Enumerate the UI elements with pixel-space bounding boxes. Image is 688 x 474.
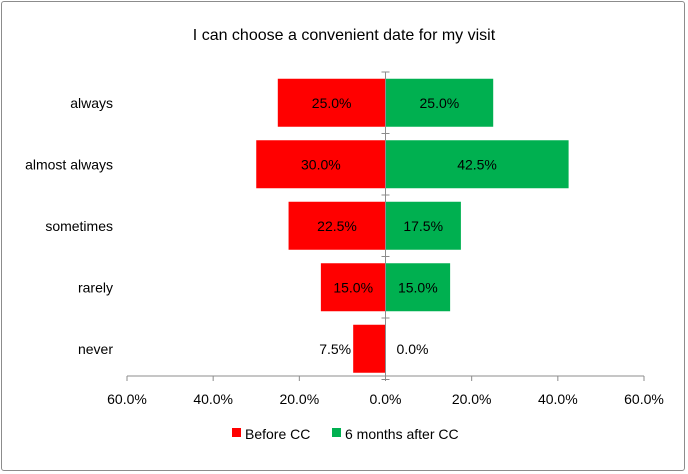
data-label-before-cc: 25.0% bbox=[312, 95, 352, 111]
bar-6-months-after-cc bbox=[385, 140, 569, 189]
data-label-6-months-after-cc: 17.5% bbox=[403, 218, 443, 234]
category-label: sometimes bbox=[45, 218, 113, 234]
data-label-6-months-after-cc: 25.0% bbox=[420, 95, 460, 111]
data-label-before-cc: 30.0% bbox=[301, 156, 341, 172]
data-label-6-months-after-cc: 15.0% bbox=[398, 279, 438, 295]
value-tick-label: 20.0% bbox=[452, 391, 492, 407]
value-tick-label: 60.0% bbox=[107, 391, 147, 407]
data-labels-layer: always 25.0% 25.0% almost always 30.0% 42.5% s… bbox=[25, 95, 497, 357]
legend-label-before-cc: Before CC bbox=[245, 426, 310, 442]
value-tick-label: 0.0% bbox=[370, 391, 402, 407]
bar-before-cc bbox=[256, 140, 386, 189]
category-label: almost always bbox=[25, 156, 113, 172]
chart-title: I can choose a convenient date for my vi… bbox=[193, 27, 496, 44]
bar-before-cc bbox=[353, 324, 386, 373]
data-label-6-months-after-cc: 42.5% bbox=[457, 156, 497, 172]
bars-layer bbox=[256, 78, 569, 373]
legend-label-6-months-after-cc: 6 months after CC bbox=[345, 426, 459, 442]
data-label-6-months-after-cc: 0.0% bbox=[397, 341, 429, 357]
legend: Before CC 6 months after CC bbox=[232, 426, 459, 442]
bar-before-cc bbox=[277, 78, 386, 127]
data-label-before-cc: 15.0% bbox=[333, 279, 373, 295]
category-label: rarely bbox=[78, 279, 113, 295]
data-label-before-cc: 22.5% bbox=[317, 218, 357, 234]
axes-layer: 60.0% 40.0% 20.0% 0.0% 20.0% 40.0% 60.0% bbox=[107, 71, 664, 407]
value-tick-label: 40.0% bbox=[538, 391, 578, 407]
category-label: never bbox=[78, 341, 113, 357]
category-label: always bbox=[70, 95, 113, 111]
legend-swatch-6-months-after-cc bbox=[332, 428, 341, 437]
value-tick-label: 20.0% bbox=[279, 391, 319, 407]
legend-swatch-before-cc bbox=[232, 428, 241, 437]
value-tick-label: 60.0% bbox=[624, 391, 664, 407]
bar-6-months-after-cc bbox=[385, 201, 461, 250]
bar-6-months-after-cc bbox=[385, 263, 451, 312]
bar-before-cc bbox=[320, 263, 386, 312]
bar-before-cc bbox=[288, 201, 386, 250]
data-label-before-cc: 7.5% bbox=[319, 341, 351, 357]
value-tick-label: 40.0% bbox=[193, 391, 233, 407]
bar-6-months-after-cc bbox=[385, 78, 494, 127]
